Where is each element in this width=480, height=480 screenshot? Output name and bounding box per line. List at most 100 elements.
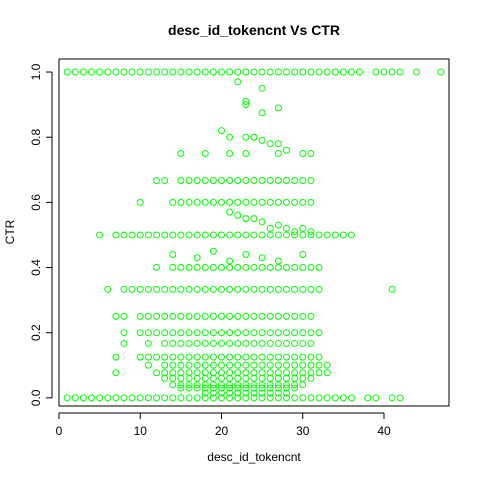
data-point (112, 369, 120, 377)
data-point (242, 133, 250, 141)
data-point (242, 394, 250, 402)
data-point (258, 218, 266, 226)
data-point (234, 211, 242, 219)
x-tick-label: 40 (377, 424, 391, 438)
data-point (169, 374, 177, 382)
data-point (274, 149, 282, 157)
data-point (128, 231, 136, 239)
data-point (339, 68, 347, 76)
data-point (201, 264, 209, 272)
data-point (193, 384, 201, 392)
data-point (169, 361, 177, 369)
data-point (274, 257, 282, 265)
data-point (250, 381, 258, 389)
data-point (250, 264, 258, 272)
data-point (315, 285, 323, 293)
data-point (218, 353, 225, 361)
data-point (283, 361, 290, 369)
data-point (299, 224, 307, 232)
data-point (201, 177, 209, 185)
data-point (193, 177, 201, 185)
data-point (144, 285, 152, 293)
data-point (258, 285, 266, 293)
data-point (274, 339, 282, 347)
data-point (201, 285, 209, 293)
data-point (177, 177, 185, 185)
data-point (120, 339, 128, 347)
data-point (144, 312, 152, 320)
data-point (185, 339, 193, 347)
data-point (234, 312, 242, 320)
data-point (242, 384, 250, 392)
data-point (307, 394, 315, 402)
data-point (218, 127, 225, 135)
data-point (209, 329, 217, 337)
data-point (250, 339, 258, 347)
data-point (218, 389, 225, 397)
data-point (201, 312, 209, 320)
data-point (242, 250, 250, 258)
data-point (169, 394, 177, 402)
data-point (193, 381, 201, 389)
data-point (209, 198, 217, 206)
data-point (161, 339, 169, 347)
data-point (242, 215, 250, 223)
data-point (274, 231, 282, 239)
data-point (218, 361, 225, 369)
data-point (291, 394, 299, 402)
data-point (258, 394, 266, 402)
data-point (250, 374, 258, 382)
data-point (299, 68, 307, 76)
data-point (177, 198, 185, 206)
data-point (177, 149, 185, 157)
data-point (291, 198, 299, 206)
data-point (201, 389, 209, 397)
data-point (299, 394, 307, 402)
data-point (136, 394, 144, 402)
data-point (201, 149, 209, 157)
data-point (71, 394, 79, 402)
data-point (193, 361, 201, 369)
data-point (234, 198, 242, 206)
data-point (120, 394, 128, 402)
data-point (153, 264, 160, 272)
data-point (185, 312, 193, 320)
data-point (177, 394, 185, 402)
data-point (201, 381, 209, 389)
data-point (185, 329, 193, 337)
data-point (104, 285, 112, 293)
data-point (266, 140, 274, 148)
data-point (291, 329, 299, 337)
data-point (144, 231, 152, 239)
data-point (136, 353, 144, 361)
data-point (291, 353, 299, 361)
data-point (242, 374, 250, 382)
data-point (226, 133, 234, 141)
data-point (242, 285, 250, 293)
data-point (185, 198, 193, 206)
data-point (193, 353, 201, 361)
y-tick-label: 0.6 (29, 194, 43, 211)
data-point (283, 312, 290, 320)
data-point (63, 394, 71, 402)
data-point (177, 329, 185, 337)
data-point (201, 198, 209, 206)
data-point (266, 394, 274, 402)
data-point (299, 374, 307, 382)
data-point (201, 374, 209, 382)
data-point (258, 384, 266, 392)
data-point (283, 285, 290, 293)
data-point (104, 394, 112, 402)
data-point (177, 353, 185, 361)
data-point (169, 198, 177, 206)
data-point (185, 68, 193, 76)
y-tick-label: 0.2 (29, 324, 43, 341)
data-point (161, 361, 169, 369)
data-point (266, 231, 274, 239)
data-point (283, 224, 290, 232)
data-point (209, 394, 217, 402)
data-point (242, 353, 250, 361)
data-point (153, 312, 160, 320)
data-point (274, 353, 282, 361)
